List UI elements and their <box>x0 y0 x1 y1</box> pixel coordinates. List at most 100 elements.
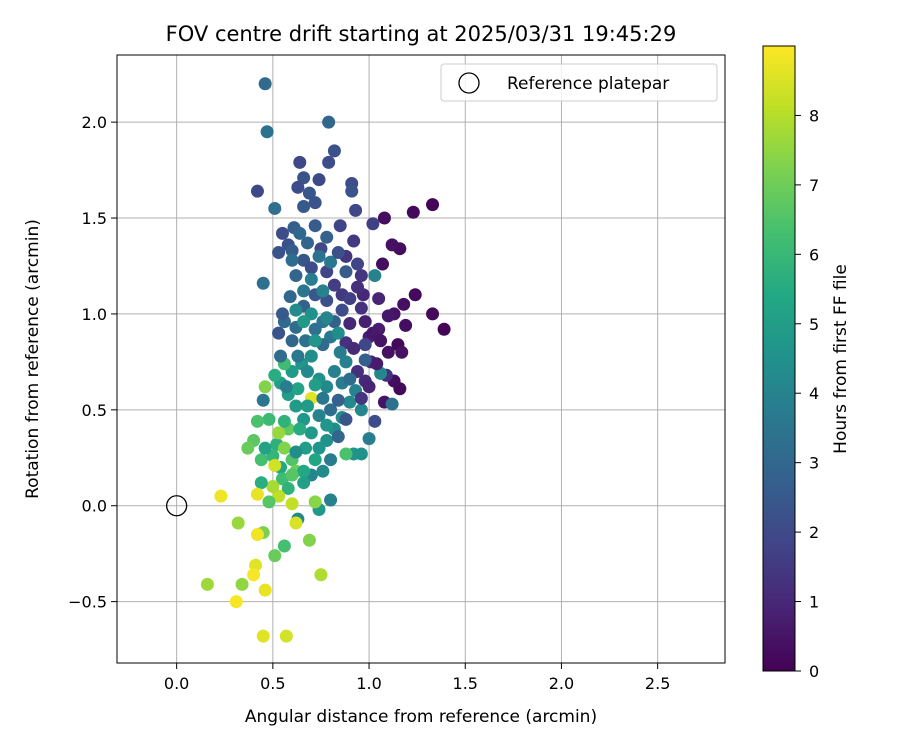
x-tick-label: 0.5 <box>260 674 285 693</box>
data-point <box>381 345 395 359</box>
data-point <box>297 284 311 298</box>
data-point <box>351 257 365 271</box>
data-point <box>406 205 420 219</box>
y-axis-label: Rotation from reference (arcmin) <box>23 219 43 499</box>
data-point <box>368 269 382 283</box>
data-point <box>256 629 270 643</box>
x-tick-label: 1.0 <box>356 674 381 693</box>
data-point <box>291 349 305 363</box>
data-point <box>333 345 347 359</box>
data-point <box>358 353 372 367</box>
data-point <box>235 577 249 591</box>
data-point <box>299 334 313 348</box>
data-point <box>370 357 384 371</box>
data-point <box>300 399 314 413</box>
data-point <box>277 441 291 455</box>
data-point <box>268 201 282 215</box>
data-point <box>327 278 341 292</box>
data-point <box>376 257 390 271</box>
data-point <box>331 246 345 260</box>
data-point <box>254 476 268 490</box>
data-point <box>200 577 214 591</box>
data-point <box>285 253 299 267</box>
legend-marker-icon <box>458 72 480 94</box>
data-point <box>260 125 274 139</box>
y-tick-label: 2.0 <box>82 113 107 132</box>
data-point <box>385 397 399 411</box>
data-point <box>297 476 311 490</box>
data-point <box>343 372 357 386</box>
data-point <box>241 441 255 455</box>
data-point <box>426 198 440 212</box>
data-point <box>304 261 318 275</box>
data-point <box>250 487 264 501</box>
x-tick-label: 2.0 <box>549 674 574 693</box>
data-point <box>256 276 270 290</box>
x-tick-label: 2.5 <box>645 674 670 693</box>
data-point <box>279 380 293 394</box>
data-point <box>285 334 299 348</box>
data-point <box>339 265 353 279</box>
data-point <box>312 441 326 455</box>
data-point <box>291 180 305 194</box>
data-point <box>258 583 272 597</box>
data-point <box>281 481 295 495</box>
data-point <box>320 311 334 325</box>
data-point <box>293 155 307 169</box>
data-point <box>320 230 334 244</box>
y-tick-label: 0.0 <box>82 497 107 516</box>
data-point <box>385 238 399 252</box>
data-point <box>333 219 347 233</box>
data-point <box>331 393 345 407</box>
data-point <box>279 629 293 643</box>
data-point <box>285 244 299 258</box>
data-point <box>266 480 280 494</box>
y-tick-label: 1.0 <box>82 305 107 324</box>
data-point <box>354 301 368 315</box>
data-point <box>408 288 422 302</box>
data-point <box>291 382 305 396</box>
legend-entry-label: Reference platepar <box>507 74 669 94</box>
data-point <box>304 272 318 286</box>
data-point <box>354 391 368 405</box>
data-point <box>397 297 411 311</box>
data-point <box>351 280 365 294</box>
data-point <box>297 200 311 214</box>
data-point <box>258 380 272 394</box>
data-point <box>312 249 326 263</box>
legend-box <box>440 63 718 102</box>
plot-frame <box>116 54 726 664</box>
data-point <box>289 303 303 317</box>
colorbar-tick-label: 3 <box>809 454 819 473</box>
data-point <box>331 430 345 444</box>
data-point <box>283 290 297 304</box>
data-point <box>297 171 311 185</box>
grid-lines <box>117 55 725 663</box>
data-point <box>302 186 316 200</box>
data-point <box>272 246 286 260</box>
data-point <box>275 307 289 321</box>
data-point <box>368 414 382 428</box>
data-point <box>324 493 338 507</box>
data-point <box>277 539 291 553</box>
data-point <box>262 495 276 509</box>
data-point <box>285 497 299 511</box>
data-point <box>293 422 307 436</box>
data-point <box>289 269 303 283</box>
data-point <box>437 322 451 336</box>
data-point <box>395 345 409 359</box>
data-point <box>229 595 243 609</box>
x-tick-label: 1.5 <box>453 674 478 693</box>
colorbar-tick-label: 0 <box>809 662 819 681</box>
data-point <box>366 217 380 231</box>
data-point <box>320 380 334 394</box>
data-point <box>324 403 338 417</box>
data-point <box>349 203 363 217</box>
data-point <box>302 533 316 547</box>
data-point <box>354 403 368 417</box>
data-point <box>343 317 357 331</box>
data-point <box>272 426 286 440</box>
data-point <box>272 489 286 503</box>
data-point <box>327 364 341 378</box>
